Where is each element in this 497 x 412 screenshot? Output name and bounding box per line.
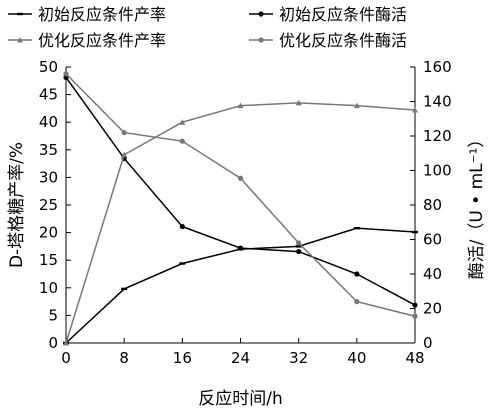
- right-y-tick-label: 120: [423, 127, 452, 145]
- data-point: [296, 248, 302, 255]
- data-point: [412, 230, 418, 234]
- right-y-tick-label: 40: [423, 265, 442, 283]
- x-tick-label: 48: [405, 349, 424, 367]
- left-y-tick-label: 10: [39, 279, 58, 297]
- legend-swatch-marker: [17, 12, 23, 16]
- data-point: [295, 99, 302, 106]
- right-y-tick-label: 80: [423, 196, 442, 214]
- data-point: [121, 287, 128, 291]
- right-y-tick-label: 60: [423, 231, 442, 249]
- data-point: [121, 129, 127, 136]
- series-3: [63, 99, 418, 346]
- legend-label: 优化反应条件产率: [38, 31, 166, 50]
- left-y-tick-label: 25: [39, 196, 58, 214]
- x-tick-label: 32: [289, 349, 308, 367]
- legend-item: 初始反应条件产率: [8, 5, 166, 24]
- legend-label: 初始反应条件酶活: [279, 5, 407, 24]
- legend-item: 初始反应条件酶活: [249, 5, 407, 24]
- legend-label: 优化反应条件酶活: [279, 31, 407, 50]
- right-y-tick-label: 140: [423, 93, 452, 111]
- data-point: [121, 151, 128, 158]
- left-y-tick-label: 50: [39, 58, 58, 76]
- x-tick-label: 24: [231, 349, 250, 367]
- right-y-tick-label: 0: [423, 334, 433, 352]
- x-tick-label: 8: [119, 349, 129, 367]
- data-point: [179, 223, 185, 230]
- series-layer: [63, 71, 418, 346]
- x-tick-label: 16: [173, 349, 192, 367]
- x-axis-title: 反应时间/h: [198, 389, 283, 409]
- series-line: [65, 73, 416, 317]
- data-point: [295, 245, 302, 248]
- data-point: [63, 340, 69, 346]
- data-point: [63, 71, 69, 77]
- data-point: [237, 102, 244, 109]
- legend-swatch-marker: [258, 37, 264, 43]
- right-y-tick-label: 20: [423, 300, 442, 318]
- left-y-tick-label: 20: [39, 224, 58, 242]
- left-y-tick-label: 0: [48, 334, 58, 352]
- series-2: [63, 74, 418, 308]
- data-point: [354, 299, 360, 305]
- right-y-axis-title: 酶活/（U • mL⁻¹）: [467, 131, 487, 280]
- right-y-tick-label: 100: [423, 162, 452, 180]
- left-y-tick-label: 35: [39, 141, 58, 159]
- legend-item: 优化反应条件产率: [8, 31, 166, 50]
- series-1: [63, 226, 418, 345]
- left-y-tick-label: 5: [48, 306, 58, 324]
- data-point: [237, 245, 244, 251]
- legend-swatch-marker: [258, 11, 264, 17]
- left-y-tick-label: 40: [39, 113, 58, 131]
- left-y-tick-label: 45: [39, 86, 58, 104]
- data-point: [179, 262, 186, 265]
- left-y-tick-label: 15: [39, 251, 58, 269]
- data-point: [412, 302, 418, 308]
- right-y-tick-label: 160: [423, 58, 452, 76]
- data-point: [353, 226, 360, 230]
- series-4: [63, 71, 418, 319]
- x-tick-label: 40: [347, 349, 366, 367]
- series-line: [65, 76, 416, 306]
- legend-swatch-marker: [17, 37, 23, 43]
- data-point: [412, 107, 418, 113]
- left-y-axis-title: D-塔格糖产率/%: [7, 142, 27, 268]
- axes: 0 8 16 24 32 40 480510152025303540455002040608…: [39, 58, 452, 367]
- data-point: [412, 313, 418, 319]
- data-point: [237, 175, 244, 181]
- series-line: [65, 102, 416, 344]
- data-point: [179, 138, 185, 144]
- left-y-tick-label: 30: [39, 168, 58, 186]
- x-tick-label: 0: [61, 349, 71, 367]
- data-point: [353, 102, 360, 109]
- data-point: [179, 119, 186, 125]
- data-point: [354, 271, 360, 277]
- legend-label: 初始反应条件产率: [38, 5, 166, 24]
- series-line: [65, 227, 416, 344]
- legend-item: 优化反应条件酶活: [249, 31, 407, 50]
- data-point: [296, 240, 302, 246]
